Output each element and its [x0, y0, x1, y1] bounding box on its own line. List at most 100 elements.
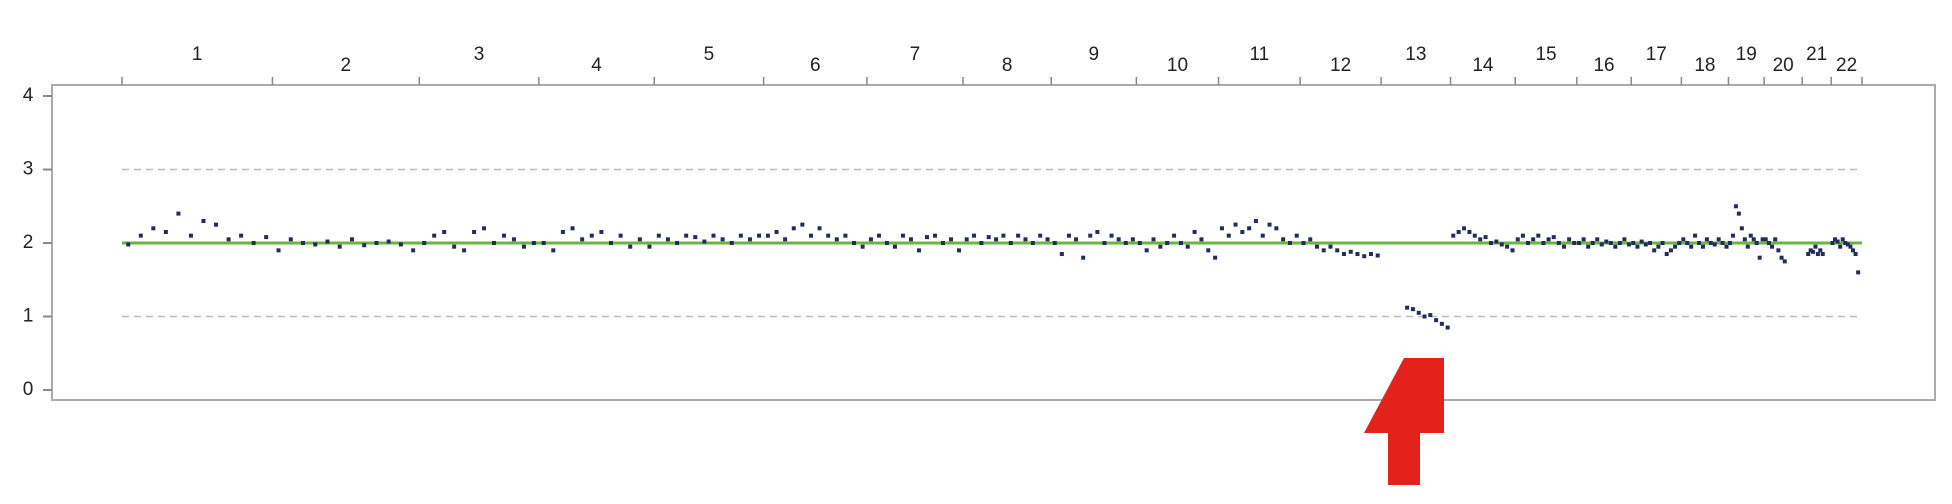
chromosome-label: 12: [1330, 55, 1351, 76]
data-point: [1693, 233, 1698, 238]
data-point: [1281, 237, 1286, 242]
data-point: [1341, 252, 1346, 257]
data-point: [1599, 242, 1604, 247]
data-point: [1617, 241, 1622, 245]
data-point: [783, 237, 788, 242]
data-point: [1213, 255, 1218, 260]
data-point: [1001, 233, 1006, 238]
data-point: [1199, 237, 1204, 242]
data-point: [1144, 248, 1149, 253]
data-point: [1586, 244, 1591, 249]
data-point: [1541, 241, 1546, 245]
chromosome-label: 2: [341, 55, 352, 76]
data-point: [1708, 241, 1713, 245]
data-point: [1681, 237, 1686, 242]
data-point: [1720, 241, 1725, 245]
data-point: [1348, 249, 1353, 254]
data-point: [1853, 252, 1858, 257]
data-point: [531, 241, 536, 245]
data-point: [276, 248, 281, 253]
data-point: [1733, 204, 1738, 209]
data-point: [1673, 244, 1678, 249]
data-point: [541, 241, 546, 245]
data-point: [1059, 252, 1064, 257]
data-point: [738, 233, 743, 238]
data-point: [1751, 237, 1756, 242]
data-point: [362, 243, 367, 248]
data-point: [1712, 242, 1717, 247]
data-point: [1116, 237, 1121, 242]
data-point: [774, 229, 779, 234]
data-point: [1622, 237, 1627, 242]
data-point: [908, 237, 913, 242]
data-point: [1531, 237, 1536, 242]
data-point: [1023, 237, 1028, 242]
data-point: [1520, 233, 1525, 238]
data-point: [422, 241, 427, 245]
data-point: [349, 237, 354, 242]
data-point: [163, 229, 168, 234]
data-point: [1689, 244, 1694, 249]
data-point: [1536, 233, 1541, 238]
data-point: [800, 222, 805, 227]
data-point: [325, 239, 330, 244]
data-point: [442, 229, 447, 234]
data-point: [1748, 233, 1753, 238]
data-point: [1355, 252, 1360, 257]
chromosome-label: 17: [1646, 44, 1667, 65]
data-point: [665, 237, 670, 242]
chromosome-label: 7: [910, 44, 921, 65]
data-point: [1233, 222, 1238, 227]
data-point: [1405, 305, 1410, 310]
chromosome-label: 15: [1535, 44, 1556, 65]
data-point: [1445, 325, 1450, 330]
data-point: [1631, 241, 1636, 245]
data-point: [1656, 244, 1661, 249]
data-point: [618, 233, 623, 238]
data-point: [1668, 248, 1673, 253]
data-point: [482, 226, 487, 231]
data-point: [1515, 237, 1520, 242]
data-point: [560, 229, 565, 234]
data-point: [264, 235, 269, 240]
data-point: [511, 237, 516, 242]
data-point: [1008, 241, 1013, 245]
data-point: [1770, 244, 1775, 249]
data-point: [188, 233, 193, 238]
data-point: [599, 229, 604, 234]
data-point: [956, 248, 961, 253]
data-point: [1088, 233, 1093, 238]
data-point: [1130, 237, 1135, 242]
data-point: [1488, 241, 1493, 245]
data-point: [1843, 241, 1848, 245]
data-point: [1368, 252, 1373, 257]
data-point: [817, 226, 822, 231]
data-point: [1074, 237, 1079, 242]
data-point: [1226, 233, 1231, 238]
data-point: [313, 242, 318, 247]
chromosome-label: 20: [1773, 55, 1794, 76]
data-point: [1416, 310, 1421, 315]
data-point: [1499, 242, 1504, 247]
data-point: [924, 235, 929, 240]
data-point: [1697, 241, 1702, 245]
data-point: [176, 211, 181, 216]
data-point: [570, 226, 575, 231]
data-point: [1848, 244, 1853, 249]
data-point: [1754, 241, 1759, 245]
data-point: [1434, 318, 1439, 323]
data-point: [693, 235, 698, 240]
data-point: [608, 241, 613, 245]
y-tick-label: 0: [23, 379, 34, 400]
chromosome-label: 16: [1593, 55, 1614, 76]
data-point: [501, 233, 506, 238]
data-point: [1561, 244, 1566, 249]
data-point: [1613, 244, 1618, 249]
data-point: [1016, 233, 1021, 238]
data-point: [1782, 259, 1787, 264]
chromosome-label: 6: [810, 55, 821, 76]
data-point: [1081, 255, 1086, 260]
data-point: [972, 233, 977, 238]
data-point: [1704, 237, 1709, 242]
data-point: [1730, 233, 1735, 238]
